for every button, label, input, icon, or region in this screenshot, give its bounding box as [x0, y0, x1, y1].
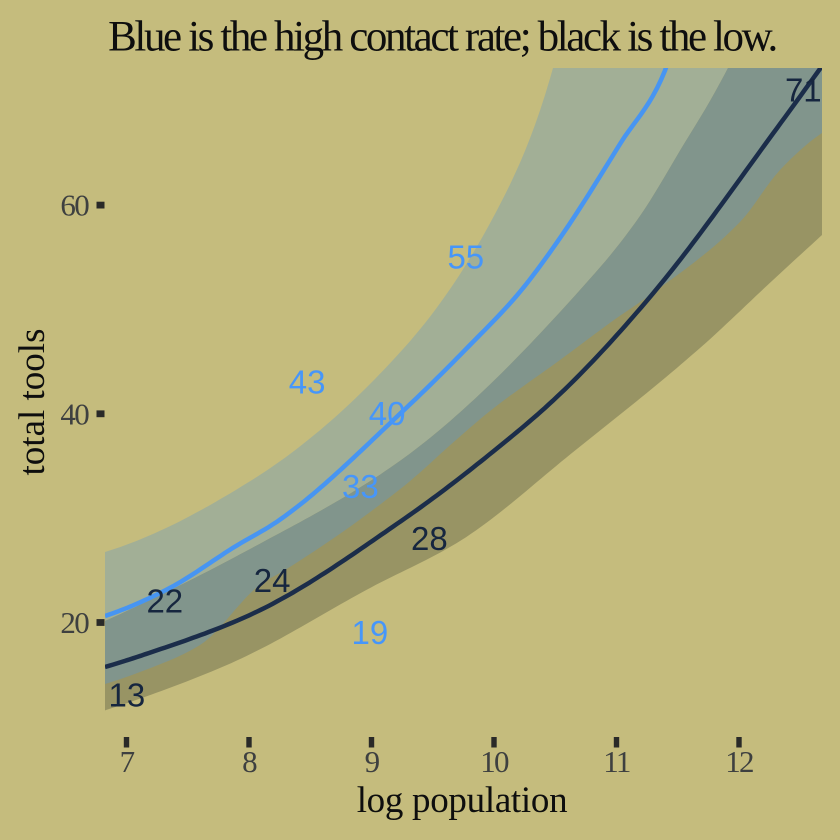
svg-text:11: 11 [603, 744, 630, 779]
svg-text:13: 13 [109, 677, 146, 714]
svg-text:total tools: total tools [12, 329, 53, 476]
svg-text:19: 19 [352, 614, 389, 651]
svg-text:33: 33 [342, 468, 379, 505]
svg-text:22: 22 [146, 583, 183, 620]
svg-text:log population: log population [357, 780, 568, 821]
svg-text:10: 10 [480, 744, 509, 779]
svg-text:43: 43 [289, 364, 326, 401]
svg-text:28: 28 [411, 520, 448, 557]
svg-text:55: 55 [447, 238, 484, 275]
svg-text:8: 8 [242, 744, 257, 779]
svg-text:Blue is the high contact rate;: Blue is the high contact rate; black is … [108, 14, 776, 61]
svg-text:40: 40 [369, 395, 406, 432]
svg-text:7: 7 [120, 744, 135, 779]
svg-text:20: 20 [60, 605, 89, 640]
svg-text:71: 71 [785, 71, 822, 108]
svg-text:60: 60 [60, 188, 89, 223]
svg-text:12: 12 [725, 744, 753, 779]
svg-text:40: 40 [60, 396, 89, 431]
svg-text:24: 24 [254, 562, 291, 599]
svg-text:9: 9 [365, 744, 380, 779]
